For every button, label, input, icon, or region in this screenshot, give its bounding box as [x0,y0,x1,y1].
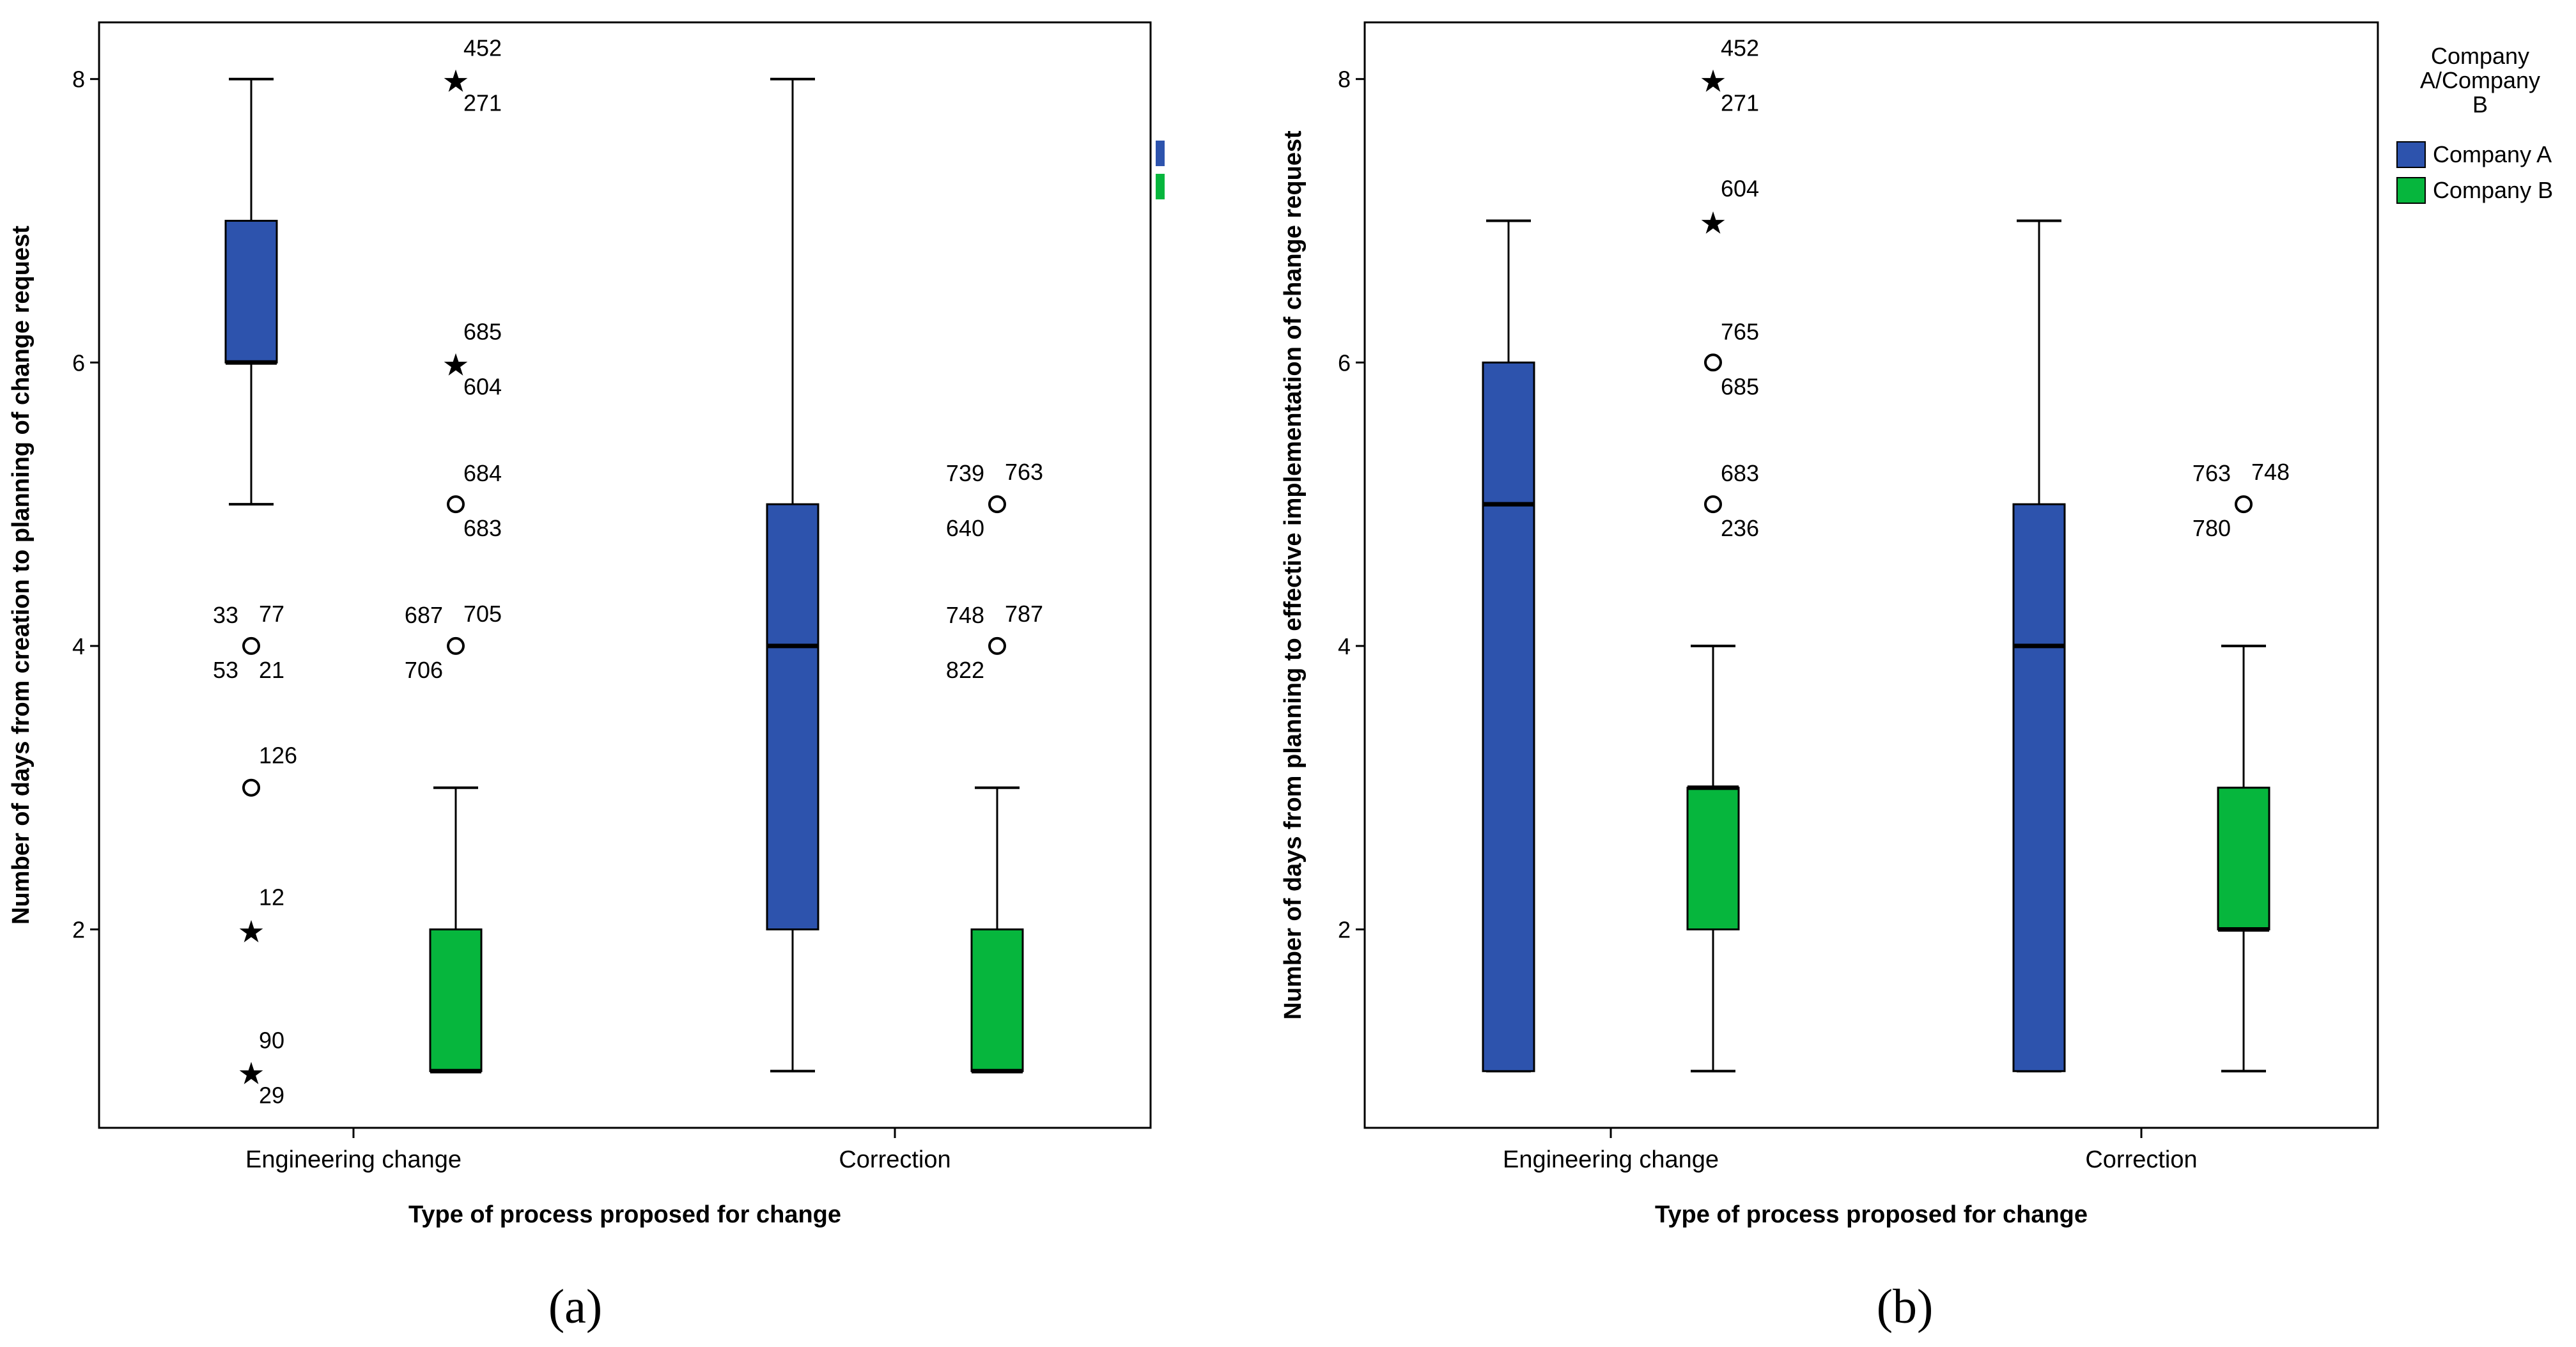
outlier-circle [2235,495,2253,514]
outlier-case-label: 683 [463,515,502,541]
box-company-a [2012,503,2066,1072]
outlier-case-label: 685 [1721,373,1759,399]
outlier-case-label: 271 [463,90,502,116]
panel-a-chart: 2 4 6 8 Engineering change Correction Type of … [8,21,1165,1334]
box-company-a [224,220,278,364]
outlier-circle [447,636,465,655]
x-axis-title: Type of process proposed for change [1655,1201,2088,1228]
outlier-case-label: 29 [259,1082,284,1108]
outlier-case-label: 33 [213,602,238,628]
x-category-label: Correction [839,1146,950,1173]
legend-title-line: Company [2431,43,2529,69]
y-tick-label: 4 [72,633,85,659]
outlier-case-label: 452 [1721,35,1759,61]
outlier-case-label: 683 [1721,460,1759,486]
panel-label: (a) [548,1280,602,1334]
y-tick-label: 8 [1338,66,1351,93]
panel-label: (b) [1877,1280,1934,1334]
outlier-case-label: 705 [463,601,502,627]
y-tick-label: 4 [1338,633,1351,659]
outlier-case-label: 684 [463,460,502,486]
outlier-case-label: 748 [2251,459,2290,485]
outlier-star: ★ [237,915,265,949]
panel-b-chart: 2 4 6 8 Engineering change Correction Type of … [1280,21,2379,1334]
outlier-case-label: 763 [1005,459,1043,485]
outlier-case-label: 21 [259,657,284,683]
outlier-case-label: 90 [259,1027,284,1053]
legend-swatch [2396,141,2426,168]
outlier-star: ★ [442,348,469,382]
outlier-case-label: 822 [946,657,984,683]
outlier-case-label: 748 [946,602,984,628]
x-category-label: Engineering change [1503,1146,1719,1173]
outlier-case-label: 126 [259,743,297,769]
x-axis-title: Type of process proposed for change [408,1201,841,1228]
outlier-case-label: 780 [2192,515,2231,541]
x-category-label: Engineering change [245,1146,462,1173]
y-tick-label: 6 [1338,350,1351,376]
outlier-case-label: 706 [405,657,443,683]
outlier-case-label: 640 [946,515,984,541]
outlier-case-label: 12 [259,884,284,910]
outlier-case-label: 787 [1005,601,1043,627]
legend-entry-label: Company B [2433,177,2553,203]
outlier-case-label: 604 [1721,176,1759,202]
outlier-case-label: 739 [946,460,984,486]
outlier-star: ★ [1699,207,1726,241]
legend-title-line: A/Company [2420,67,2540,93]
box-company-b [2217,787,2270,930]
plot-frame [98,21,1152,1129]
outlier-circle [1704,495,1722,514]
outlier-circle [988,636,1006,655]
y-axis-title: Number of days from creation to planning… [8,226,35,925]
outlier-circle [242,778,260,797]
outlier-circle [242,636,260,655]
legend-title-line: B [2472,91,2488,118]
outlier-case-label: 604 [463,373,502,399]
outlier-case-label: 765 [1721,318,1759,344]
outlier-case-label: 687 [405,602,443,628]
legend-swatch [2396,177,2426,204]
y-tick-label: 8 [72,66,85,93]
outlier-case-label: 763 [2192,460,2231,486]
box-company-a [1482,361,1535,1072]
clipped-legend-swatch-a [1156,141,1165,166]
box-company-b [970,928,1024,1072]
y-tick-label: 2 [1338,916,1351,943]
box-company-b [1686,787,1740,930]
clipped-legend-swatch-b [1156,174,1165,199]
box-company-a [766,503,819,930]
plot-frame [1363,21,2379,1129]
x-category-label: Correction [2085,1146,2197,1173]
outlier-case-label: 271 [1721,90,1759,116]
outlier-circle [1704,353,1722,372]
outlier-case-label: 77 [259,601,284,627]
legend-entry-label: Company A [2433,141,2552,167]
outlier-case-label: 452 [463,35,502,61]
outlier-case-label: 236 [1721,515,1759,541]
y-tick-label: 6 [72,350,85,376]
y-tick-label: 2 [72,916,85,943]
outlier-star: ★ [442,65,469,99]
outlier-star: ★ [1699,65,1726,99]
outlier-case-label: 685 [463,318,502,344]
outlier-star: ★ [237,1057,265,1091]
outlier-case-label: 53 [213,657,238,683]
outlier-circle [447,495,465,514]
outlier-circle [988,495,1006,514]
box-company-b [429,928,483,1072]
y-axis-title: Number of days from planning to effectiv… [1280,130,1307,1020]
